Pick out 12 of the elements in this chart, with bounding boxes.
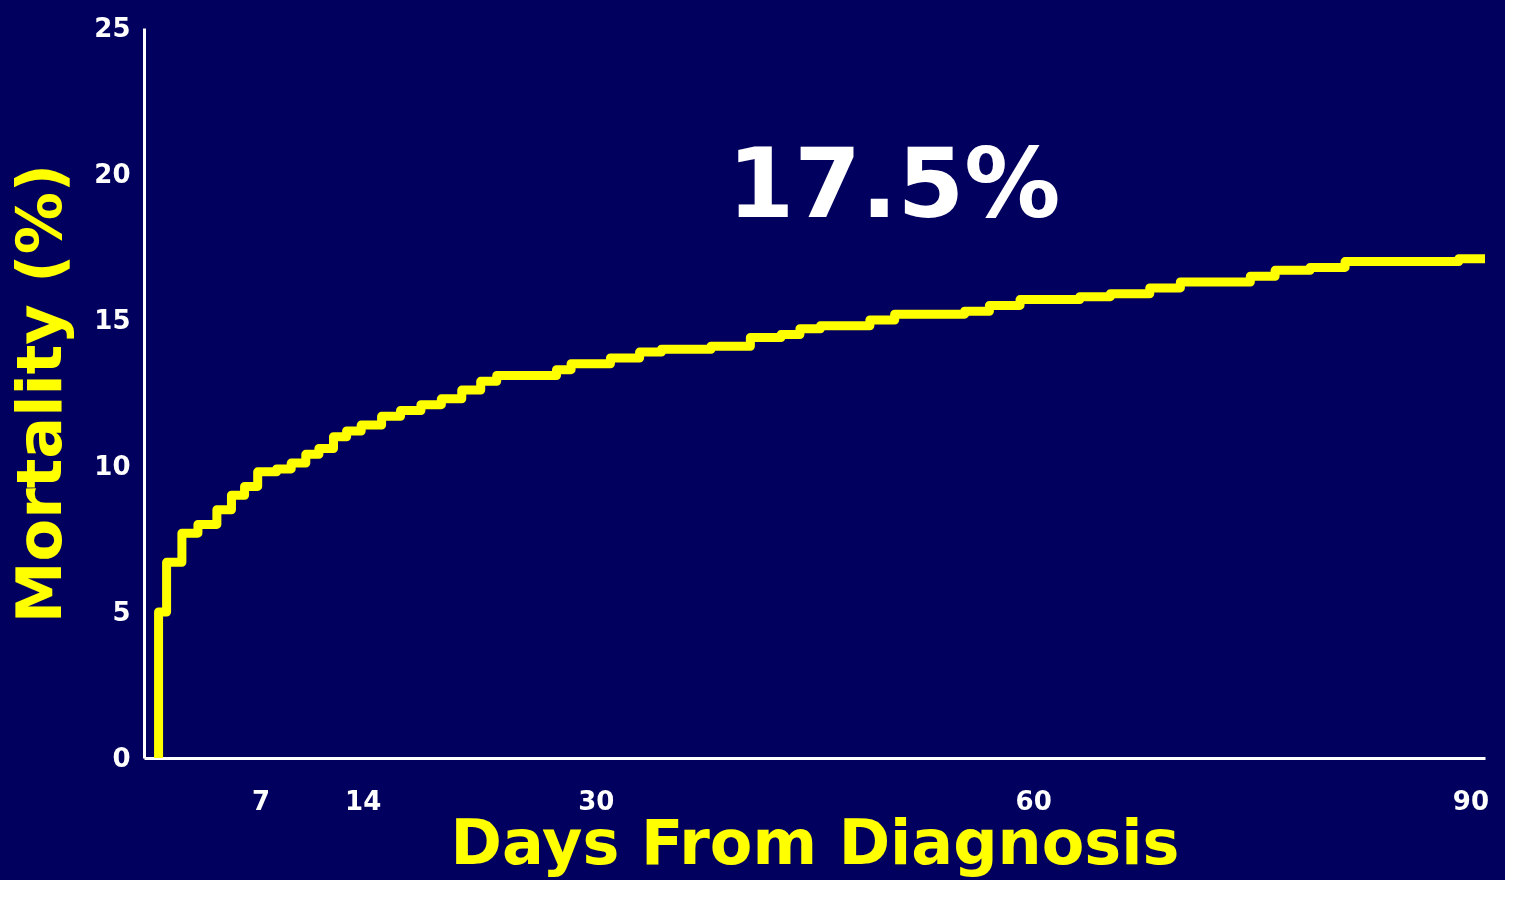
annotation: 17.5%	[727, 128, 1061, 240]
x-tick-label: 7	[252, 785, 271, 816]
x-tick-label: 60	[1015, 785, 1052, 816]
y-tick-label: 10	[94, 450, 131, 481]
y-tick-label: 5	[112, 596, 131, 627]
x-tick-label: 14	[345, 785, 382, 816]
y-tick-label: 20	[94, 158, 131, 189]
y-tick-label: 0	[112, 742, 131, 773]
y-tick-label: 15	[94, 304, 131, 335]
x-tick-label: 90	[1452, 785, 1490, 816]
y-axis-title: Mortality (%)	[3, 163, 77, 624]
y-tick-label: 25	[94, 12, 131, 43]
